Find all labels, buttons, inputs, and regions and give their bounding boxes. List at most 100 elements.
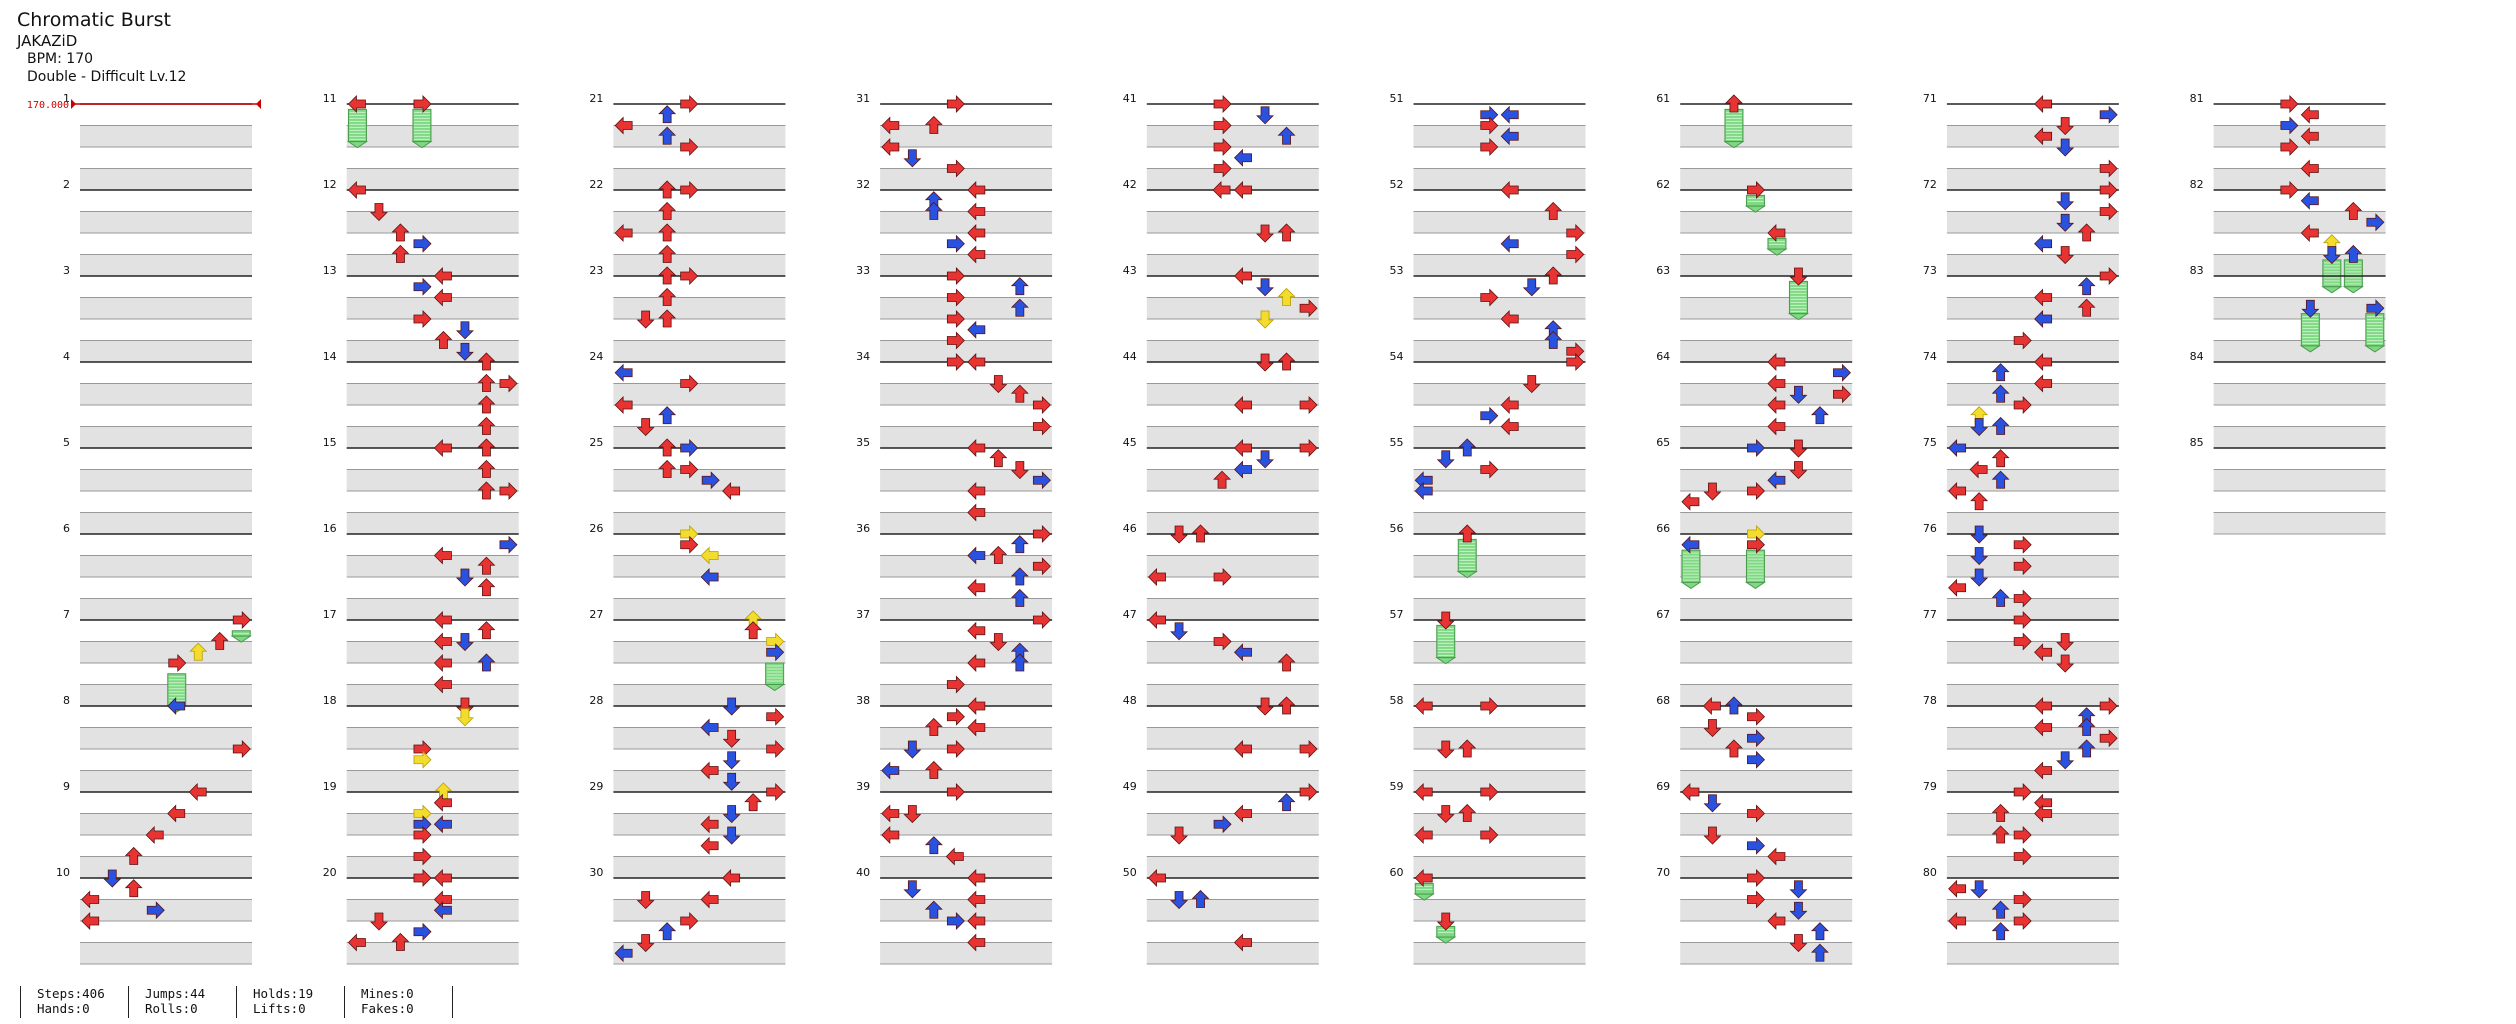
measure-35: 35 [856, 436, 1053, 534]
arrow-up-icon [924, 717, 943, 736]
arrow-up-icon [989, 545, 1008, 564]
measure-number: 67 [1656, 608, 1670, 621]
beat-band [1680, 942, 1853, 964]
arrow-up-icon [2344, 244, 2363, 263]
beat-band [1680, 254, 1853, 276]
arrow-down-icon [1256, 353, 1275, 372]
arrow-down-icon [369, 912, 388, 931]
hold-body [1435, 925, 1457, 944]
arrow-up-icon [658, 922, 677, 941]
arrow-right-icon [2099, 697, 2118, 715]
beat-band [880, 555, 1053, 577]
measure-number: 48 [1123, 694, 1137, 707]
arrow-left-icon [700, 546, 719, 565]
hold-body [2342, 259, 2365, 294]
arrow-up-icon [1991, 900, 2010, 919]
beat-band [880, 512, 1053, 534]
arrow-up-icon [658, 438, 677, 457]
beat-band [1146, 340, 1319, 362]
arrow-right-icon [766, 783, 785, 801]
beat-band [1413, 254, 1586, 276]
arrow-left-icon [1233, 181, 1252, 199]
arrow-right-icon [680, 267, 699, 285]
arrow-left-icon [614, 224, 633, 242]
beat-band [1946, 684, 2119, 706]
beat-band [613, 641, 786, 663]
arrow-left-icon [1414, 826, 1433, 844]
beat-band [1413, 899, 1586, 921]
arrow-down-icon [1436, 611, 1455, 630]
arrow-left-icon [967, 320, 986, 339]
arrow-right-icon [680, 535, 699, 554]
beat-band [1946, 254, 2119, 276]
beat-band [1413, 383, 1586, 405]
measure-number: 21 [589, 92, 603, 105]
arrow-up-icon [1191, 889, 1210, 908]
measure-number: 79 [1923, 780, 1937, 793]
stat-value: Mines:0 [361, 986, 414, 1001]
measure-57: 57 [1390, 608, 1586, 706]
arrow-left-icon [614, 363, 633, 382]
arrow-up-icon [391, 244, 410, 263]
arrow-up-icon [1544, 330, 1563, 349]
beat-band [880, 770, 1053, 792]
arrow-right-icon [1747, 836, 1766, 855]
arrow-right-icon [1480, 105, 1499, 124]
arrow-left-icon [967, 933, 986, 952]
measure-number: 8 [63, 694, 70, 707]
measure-number: 19 [323, 780, 337, 793]
arrow-left-icon [1414, 783, 1433, 801]
arrow-right-icon [701, 471, 720, 490]
beat-band [880, 813, 1053, 835]
arrow-right-icon [2013, 331, 2032, 350]
arrow-right-icon [413, 847, 432, 866]
arrow-down-icon [1789, 439, 1808, 458]
measure-number: 72 [1923, 178, 1937, 191]
measure-number: 26 [589, 522, 603, 535]
arrow-right-icon [1566, 224, 1585, 242]
beat-band [1146, 297, 1319, 319]
beat-band [80, 512, 252, 534]
beat-band [880, 899, 1053, 921]
arrow-right-icon [946, 783, 965, 801]
arrow-down-icon [1703, 794, 1722, 813]
beat-band [80, 856, 252, 878]
measure-number: 42 [1123, 178, 1137, 191]
song-header: Chromatic Burst JAKAZiD BPM: 170 Double … [17, 8, 186, 86]
beat-band [1146, 426, 1319, 448]
measure-33: 33 [856, 264, 1053, 362]
arrow-left-icon [1681, 535, 1700, 554]
arrow-up-icon [1970, 492, 1989, 511]
arrow-down-icon [1436, 740, 1455, 759]
arrow-left-icon [1767, 912, 1786, 930]
arrow-left-icon [2034, 288, 2053, 307]
arrow-right-icon [1566, 245, 1585, 264]
arrow-left-icon [1500, 105, 1519, 124]
arrow-up-icon [658, 105, 677, 124]
arrow-left-icon [433, 439, 452, 457]
measure-number: 41 [1123, 92, 1137, 105]
song-artist: JAKAZiD [17, 32, 78, 50]
arrow-up-icon [1991, 825, 2010, 844]
arrow-left-icon [2300, 191, 2319, 210]
measure-number: 40 [856, 866, 870, 879]
arrow-right-icon [946, 95, 965, 113]
arrow-left-icon [1233, 740, 1252, 758]
measure-number: 43 [1123, 264, 1137, 277]
arrow-right-icon [1032, 396, 1051, 414]
measure-number: 15 [323, 436, 337, 449]
beat-band [1413, 426, 1586, 448]
arrow-left-icon [2034, 643, 2053, 662]
arrow-down-icon [1789, 934, 1808, 953]
arrow-right-icon [2013, 847, 2032, 866]
arrow-right-icon [1747, 729, 1766, 748]
measure-number: 13 [323, 264, 337, 277]
measure-4: 4 [63, 350, 252, 448]
beat-band [880, 125, 1053, 147]
measure-28: 28 [589, 694, 786, 792]
arrow-down-icon [2056, 138, 2075, 157]
arrow-down-icon [1970, 418, 1989, 437]
arrow-up-icon [477, 416, 496, 435]
beat-band [2213, 469, 2386, 491]
stat-value: Jumps:44 [145, 986, 206, 1001]
